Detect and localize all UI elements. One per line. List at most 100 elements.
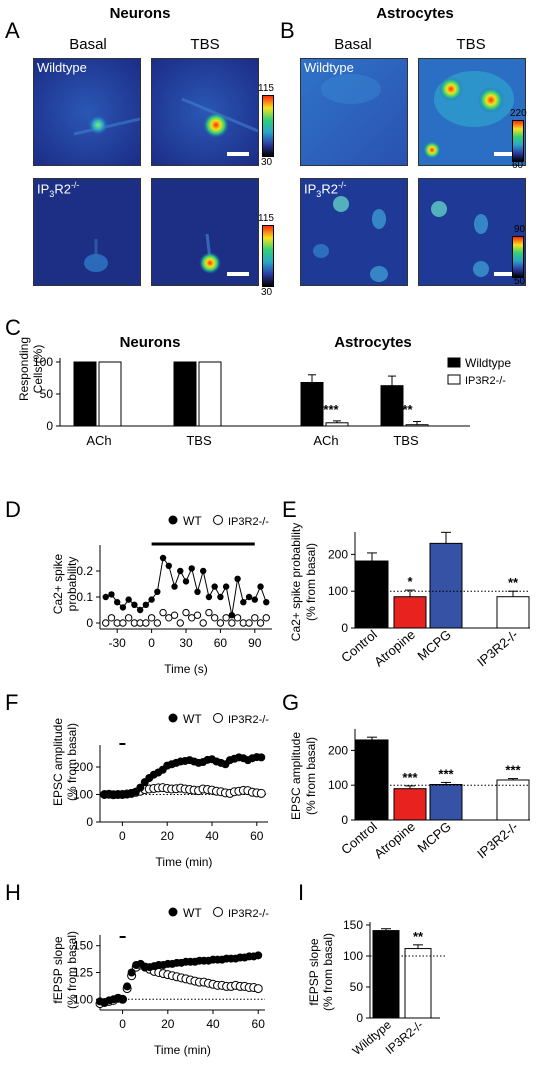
g-bar <box>393 788 427 821</box>
d-ko-point <box>182 608 190 617</box>
ip3r2-ko-label: IP3R2-/- <box>37 180 80 199</box>
h-y-tick-label: 125 <box>73 966 93 980</box>
d-wt-point <box>114 599 121 606</box>
d-ko-point <box>233 614 242 622</box>
f-wt-point <box>136 783 145 792</box>
h-wt-point <box>118 995 127 1004</box>
neuron-colorbar-ko-min: 30 <box>261 287 273 298</box>
d-wt-point <box>119 604 127 611</box>
d-ko-point <box>262 614 270 622</box>
h-wt-point <box>127 968 136 977</box>
ip3r2-ko-label-astro: IP3R2-/- <box>304 180 347 199</box>
d-wt-point <box>263 599 270 606</box>
c-legend-ko-label: IP3R2-/- <box>465 375 506 387</box>
c-bar-ko <box>405 424 429 427</box>
g-bar <box>355 739 389 821</box>
d-wt-point <box>159 554 167 562</box>
d-ylabel: Ca2+ spike <box>51 553 65 614</box>
g-category-label: MCPG <box>414 819 454 856</box>
d-ko-point <box>210 614 219 622</box>
h-ylabel-2: (% from basal) <box>65 931 79 1009</box>
f-y-tick-label: 200 <box>73 760 93 774</box>
c-bar-ko <box>325 422 349 427</box>
c-bar-wildtype <box>173 361 197 427</box>
g-ylabel-2: (% from basal) <box>304 737 318 815</box>
d-wt-point <box>177 567 184 575</box>
d-ko-point <box>199 619 207 627</box>
astro-wt-tbs-image <box>418 58 526 166</box>
h-wt-point <box>123 982 132 991</box>
d-wt-point <box>108 591 115 598</box>
d-ko-point <box>107 614 116 622</box>
d-ko-point <box>147 614 156 622</box>
c-sig: *** <box>397 402 413 417</box>
i-y-tick-label: 100 <box>343 949 363 963</box>
d-ylabel-2: probability <box>65 557 79 612</box>
d-wt-point <box>171 583 178 590</box>
d-legend-ko-label: IP3R2-/- <box>228 516 269 528</box>
d-wt-point <box>188 565 195 572</box>
c-legend-wt-label: Wildtype <box>465 356 511 370</box>
d-wt-point <box>194 588 201 595</box>
g-category-label: Atropine <box>371 819 418 862</box>
g-category-label: IP3R2-/- <box>474 819 521 862</box>
h-y-tick-label: 100 <box>73 992 93 1006</box>
e-bar <box>393 596 427 629</box>
c-sig: *** <box>323 402 339 417</box>
d-ko-point <box>251 614 259 622</box>
astro-wt-basal-image: Wildtype <box>300 58 408 166</box>
e-bar <box>429 542 463 629</box>
neuron-colorbar-wt <box>262 95 274 157</box>
d-wt-point <box>205 593 213 601</box>
d-ko-point <box>228 619 236 627</box>
d-xlabel: Time (s) <box>164 662 208 676</box>
c-bar-wildtype <box>300 381 324 427</box>
f-ylabel: EPSC amplitude <box>51 718 65 806</box>
h-x-tick-label: 40 <box>206 1017 220 1031</box>
scale-bar <box>494 272 516 276</box>
f-y-tick-label: 0 <box>86 815 93 829</box>
h-xlabel: Time (min) <box>154 1043 211 1057</box>
h-x-tick-label: 20 <box>161 1017 175 1031</box>
e-y-tick-label: 0 <box>341 621 348 635</box>
c-bar-wildtype <box>73 361 97 427</box>
d-ko-point <box>102 619 110 627</box>
d-wt-point <box>245 593 253 601</box>
c-ylabel: Responding <box>17 337 31 401</box>
e-category-label: Atropine <box>371 627 418 670</box>
d-wt-point <box>148 596 155 603</box>
tbs-label-astrocytes: TBS <box>456 36 486 53</box>
i-y-tick-label: 50 <box>350 980 364 994</box>
f-y-tick-label: 100 <box>73 788 93 802</box>
neuron-ko-tbs-image <box>151 178 259 286</box>
c-category-label: ACh <box>313 433 338 448</box>
d-ko-point <box>159 608 167 617</box>
f-x-tick-label: 60 <box>250 829 264 843</box>
f-wt-point <box>257 753 266 762</box>
neuron-ko-basal-image: IP3R2-/- <box>33 178 141 286</box>
panel-label-e: E <box>282 497 297 522</box>
d-ko-point <box>153 619 162 627</box>
f-x-tick-label: 40 <box>205 829 219 843</box>
panel-label-i: I <box>298 880 305 905</box>
c-astrocytes-title: Astrocytes <box>334 334 412 351</box>
h-legend-wt-marker <box>168 907 178 917</box>
astro-ko-basal-image: IP3R2-/- <box>300 178 408 286</box>
neuron-colorbar-min: 30 <box>261 157 273 168</box>
d-ko-point <box>119 619 127 627</box>
h-wt-point <box>254 951 263 960</box>
c-y-tick-label: 0 <box>46 419 53 433</box>
e-bar <box>496 596 530 629</box>
g-bar <box>429 784 463 821</box>
d-legend-wt-label: WT <box>183 514 202 528</box>
d-legend-wt-marker <box>168 515 178 525</box>
d-ko-point <box>222 614 230 622</box>
wildtype-label: Wildtype <box>37 60 87 75</box>
d-x-tick-label: -30 <box>109 636 127 650</box>
panel-label-c: C <box>5 315 21 340</box>
f-legend-ko-marker <box>213 713 223 723</box>
d-wt-point <box>136 606 144 614</box>
d-ko-point <box>256 619 265 627</box>
neurons-title: Neurons <box>109 5 171 22</box>
d-y-tick-label: 0.1 <box>76 590 93 604</box>
